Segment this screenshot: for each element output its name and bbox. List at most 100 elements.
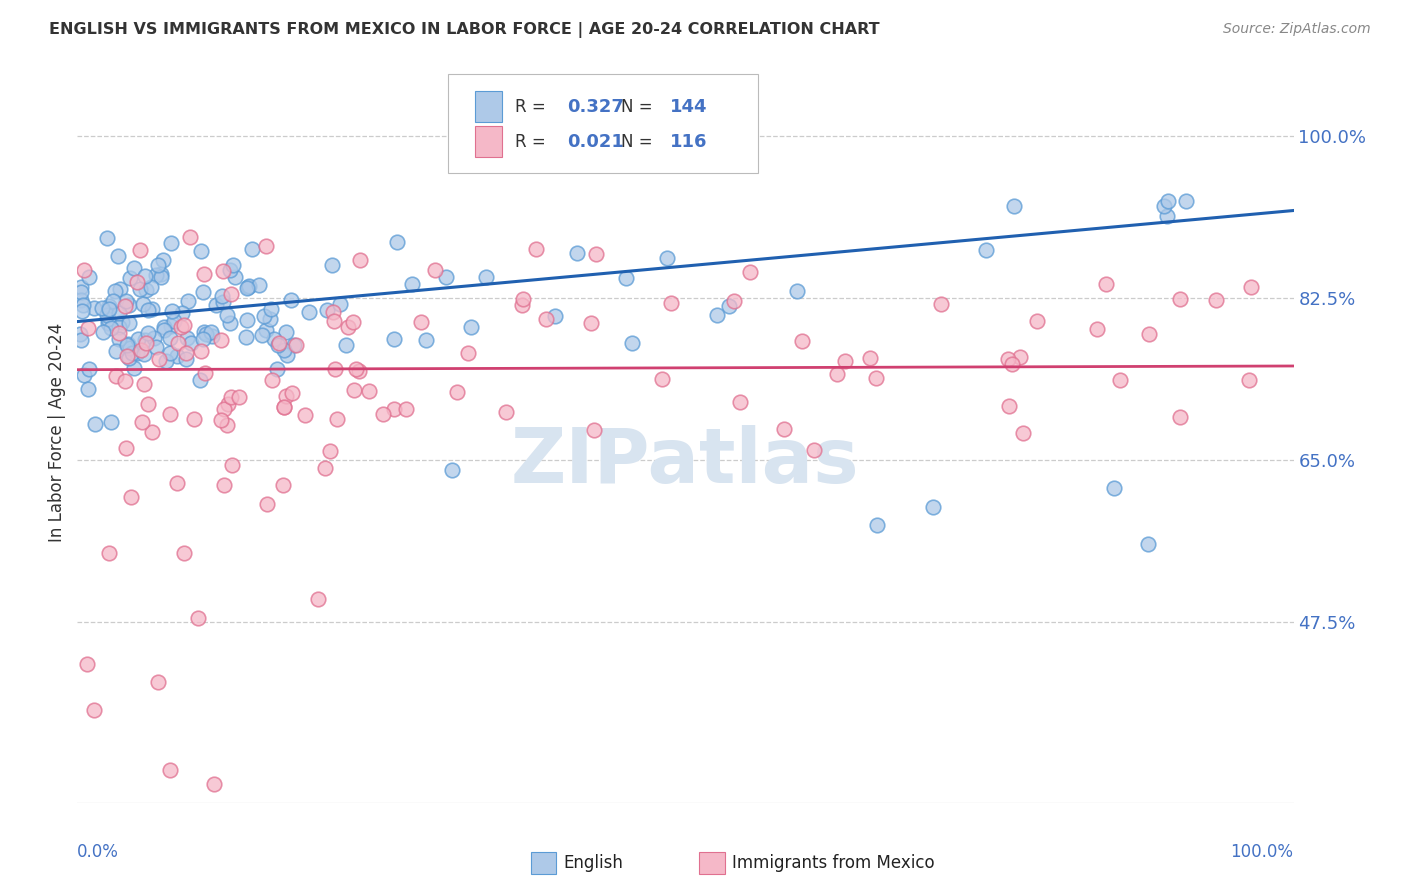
Point [70, 333, 93, 347]
Point [205, 298, 228, 312]
Point [221, 458, 243, 473]
Point [786, 284, 808, 298]
Point [1008, 350, 1031, 364]
Point [129, 243, 152, 257]
Point [83, 301, 105, 316]
Point [217, 417, 239, 432]
Point [1137, 326, 1160, 341]
Point [146, 258, 169, 272]
Point [83, 703, 105, 717]
Point [122, 260, 145, 275]
Point [259, 311, 281, 326]
Point [173, 546, 195, 560]
Point [108, 306, 131, 320]
Point [177, 293, 200, 308]
Point [976, 244, 998, 258]
Point [91, 325, 114, 339]
Point [69, 293, 91, 307]
Point [342, 315, 364, 329]
Point [134, 347, 156, 361]
Point [132, 297, 155, 311]
Point [495, 405, 517, 419]
Point [281, 385, 304, 400]
Point [738, 265, 761, 279]
Point [1136, 536, 1159, 550]
Point [307, 592, 329, 607]
Point [120, 341, 142, 355]
Point [266, 362, 288, 376]
Point [1156, 209, 1178, 223]
Point [73, 262, 96, 277]
Point [108, 319, 131, 334]
Point [343, 383, 366, 397]
Point [614, 271, 637, 285]
Point [96, 231, 118, 245]
Point [294, 409, 316, 423]
Point [153, 322, 176, 336]
Point [122, 360, 145, 375]
Point [134, 377, 156, 392]
Point [803, 443, 825, 458]
Point [512, 293, 534, 307]
Point [581, 316, 603, 330]
Point [176, 331, 198, 345]
Point [349, 252, 371, 267]
Point [108, 326, 131, 340]
Point [211, 264, 233, 278]
Point [169, 319, 191, 334]
Text: R =: R = [515, 133, 551, 151]
Point [273, 400, 295, 414]
Point [127, 332, 149, 346]
Point [283, 338, 305, 352]
Point [274, 389, 297, 403]
Point [1205, 293, 1227, 307]
Point [129, 282, 152, 296]
Point [193, 285, 215, 300]
Point [136, 302, 159, 317]
Point [166, 349, 188, 363]
Point [218, 263, 240, 277]
Text: 116: 116 [669, 133, 707, 151]
Point [240, 242, 263, 256]
Point [323, 362, 346, 376]
Point [728, 394, 751, 409]
Point [236, 313, 259, 327]
Point [371, 407, 394, 421]
Point [1175, 194, 1198, 208]
Point [222, 258, 245, 272]
Point [1157, 194, 1180, 208]
Text: 0.021: 0.021 [568, 133, 624, 151]
Point [929, 297, 952, 311]
Point [997, 352, 1019, 367]
Point [859, 351, 882, 366]
Point [115, 337, 138, 351]
Point [274, 326, 297, 340]
Point [211, 289, 233, 303]
Point [215, 308, 238, 322]
Point [118, 270, 141, 285]
Point [194, 326, 217, 341]
Point [536, 312, 558, 326]
Point [200, 326, 222, 340]
Point [107, 332, 129, 346]
Point [825, 367, 848, 381]
Point [97, 316, 120, 330]
Point [524, 242, 547, 256]
Point [440, 462, 463, 476]
Point [145, 341, 167, 355]
Text: English: English [564, 854, 623, 872]
Point [83, 417, 105, 432]
Point [457, 346, 479, 360]
Point [141, 425, 163, 440]
Point [77, 382, 100, 396]
Point [110, 314, 132, 328]
Point [125, 275, 148, 289]
Point [143, 331, 166, 345]
Point [105, 369, 128, 384]
FancyBboxPatch shape [449, 73, 758, 173]
Point [136, 326, 159, 340]
Point [180, 335, 202, 350]
Point [141, 301, 163, 316]
Point [201, 328, 224, 343]
Point [1002, 199, 1025, 213]
